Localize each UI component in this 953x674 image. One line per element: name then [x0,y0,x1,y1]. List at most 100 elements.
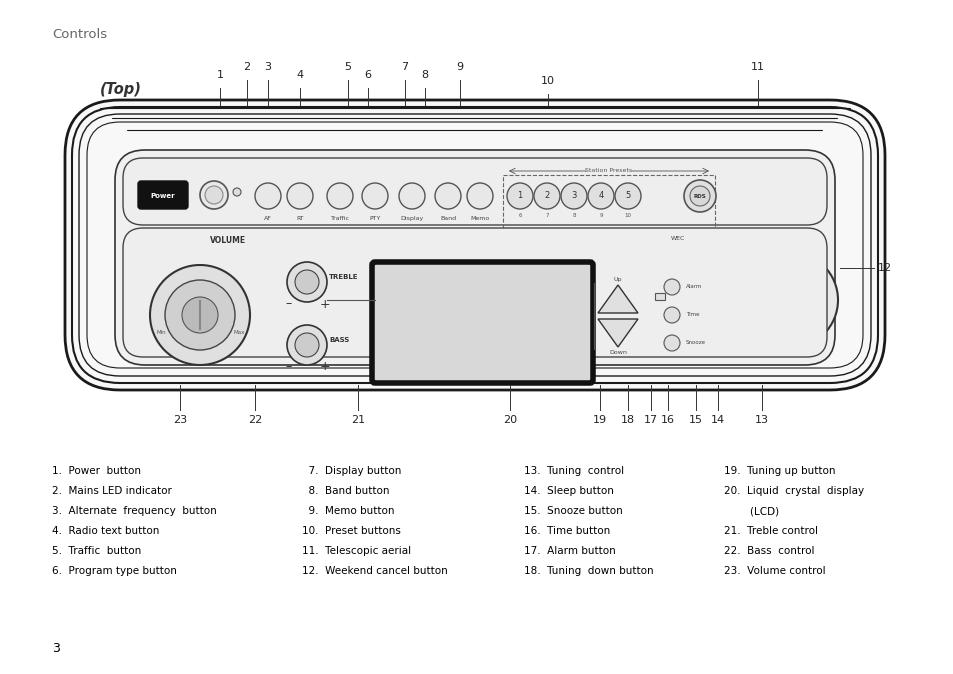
Text: 17.  Alarm button: 17. Alarm button [523,546,615,556]
Text: +: + [319,297,330,311]
Text: RDS: RDS [693,193,705,199]
Circle shape [689,186,709,206]
Text: Min: Min [156,330,166,336]
Text: 3: 3 [571,191,576,200]
Circle shape [753,264,825,336]
Text: 19.  Tuning up button: 19. Tuning up button [723,466,835,476]
Circle shape [287,262,327,302]
Circle shape [506,183,533,209]
Text: 20: 20 [502,415,517,425]
Text: 14.  Sleep button: 14. Sleep button [523,486,613,496]
Circle shape [683,180,716,212]
Text: 13.  Tuning  control: 13. Tuning control [523,466,623,476]
FancyBboxPatch shape [115,150,834,365]
Circle shape [663,279,679,295]
Text: 3.  Alternate  frequency  button: 3. Alternate frequency button [52,506,216,516]
Text: 23.  Volume control: 23. Volume control [723,566,824,576]
Text: 20.  Liquid  crystal  display: 20. Liquid crystal display [723,486,863,496]
Text: 11.  Telescopic aerial: 11. Telescopic aerial [302,546,411,556]
Text: Memo: Memo [470,216,489,221]
Circle shape [287,183,313,209]
Text: 8.  Band button: 8. Band button [302,486,389,496]
Circle shape [767,278,811,322]
Text: Power: Power [151,193,175,199]
Circle shape [254,183,281,209]
Text: –: – [286,361,292,373]
Circle shape [165,280,234,350]
Text: 12.  Weekend cancel button: 12. Weekend cancel button [302,566,447,576]
Text: 7.  Display button: 7. Display button [302,466,401,476]
Text: Controls: Controls [52,28,107,41]
Text: (Top): (Top) [100,82,142,97]
Circle shape [361,183,388,209]
Circle shape [587,183,614,209]
Circle shape [287,325,327,365]
Text: 5.  Traffic  button: 5. Traffic button [52,546,141,556]
Text: 19: 19 [593,415,606,425]
Circle shape [205,186,223,204]
Circle shape [233,188,241,196]
Text: 2.  Mains LED indicator: 2. Mains LED indicator [52,486,172,496]
Text: 6: 6 [517,213,521,218]
Text: Snooze: Snooze [685,340,705,346]
FancyBboxPatch shape [655,293,664,300]
Text: TREBLE: TREBLE [329,274,358,280]
Text: 4: 4 [598,191,603,200]
Text: 21: 21 [351,415,365,425]
Text: 9: 9 [598,213,602,218]
Text: RT: RT [295,216,303,221]
Circle shape [534,183,559,209]
Text: 7: 7 [545,213,548,218]
Text: 7: 7 [401,62,408,72]
Text: 1.  Power  button: 1. Power button [52,466,141,476]
Circle shape [294,333,318,357]
Text: 8: 8 [421,70,428,80]
Text: Traffic: Traffic [330,216,349,221]
Text: AF: AF [264,216,272,221]
Text: Down: Down [608,350,626,355]
Text: 11: 11 [750,62,764,72]
Text: Alarm: Alarm [685,284,701,290]
Text: 15.  Snooze button: 15. Snooze button [523,506,622,516]
Polygon shape [598,285,638,313]
Text: 13: 13 [754,415,768,425]
Text: 18.  Tuning  down button: 18. Tuning down button [523,566,653,576]
Circle shape [741,252,837,348]
Text: 6: 6 [364,70,371,80]
Text: 16.  Time button: 16. Time button [523,526,610,536]
Circle shape [327,183,353,209]
Text: 17: 17 [643,415,658,425]
Text: 1: 1 [517,191,522,200]
Text: 15: 15 [688,415,702,425]
Circle shape [467,183,493,209]
Text: 5: 5 [344,62,351,72]
Text: (LCD): (LCD) [723,506,779,516]
Circle shape [398,183,424,209]
Circle shape [663,307,679,323]
Text: 18: 18 [620,415,635,425]
Text: 10: 10 [624,213,631,218]
Text: 8: 8 [572,213,576,218]
Text: 9: 9 [456,62,463,72]
Text: Band: Band [439,216,456,221]
Text: BASS: BASS [329,337,349,343]
Text: –: – [286,297,292,311]
Polygon shape [598,319,638,347]
Text: 22: 22 [248,415,262,425]
FancyBboxPatch shape [65,100,884,390]
Text: 14: 14 [710,415,724,425]
Text: Up: Up [613,277,621,282]
FancyBboxPatch shape [123,158,826,225]
Text: 22.  Bass  control: 22. Bass control [723,546,814,556]
Text: 4.  Radio text button: 4. Radio text button [52,526,159,536]
Text: 16: 16 [660,415,675,425]
Text: Max: Max [233,330,245,336]
Circle shape [663,335,679,351]
Text: Station Presets: Station Presets [585,168,632,173]
Text: 2: 2 [544,191,549,200]
Text: Time: Time [685,313,699,317]
Text: PTY: PTY [369,216,380,221]
Text: VOLUME: VOLUME [210,236,246,245]
Text: 23: 23 [172,415,187,425]
Text: 3: 3 [264,62,272,72]
